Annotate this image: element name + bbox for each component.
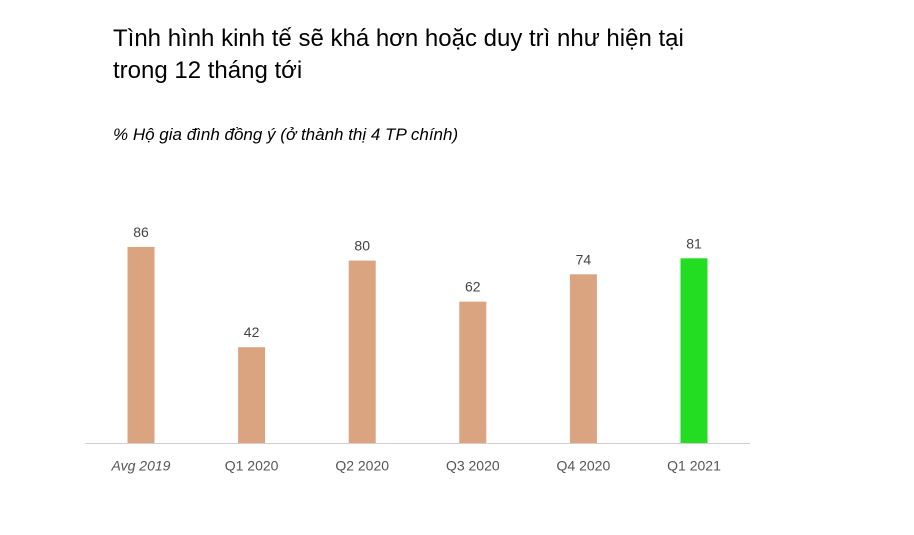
x-tick-label: Q3 2020 xyxy=(446,458,500,474)
value-label: 81 xyxy=(686,235,702,251)
value-label: 80 xyxy=(354,238,370,254)
x-tick-label: Q4 2020 xyxy=(557,458,611,474)
chart-title: Tình hình kinh tế sẽ khá hơn hoặc duy tr… xyxy=(113,25,684,52)
bar xyxy=(127,246,155,443)
x-tick-label: Q1 2021 xyxy=(667,458,721,474)
x-tick-label: Q2 2020 xyxy=(335,458,389,474)
value-label: 74 xyxy=(576,251,592,267)
bar xyxy=(459,301,487,443)
chart-subtitle: % Hộ gia đình đồng ý (ở thành thị 4 TP c… xyxy=(113,125,458,144)
value-label: 86 xyxy=(133,224,149,240)
x-tick-label: Avg 2019 xyxy=(111,458,171,474)
value-label: 42 xyxy=(244,324,260,340)
bar xyxy=(238,347,266,443)
x-tick-label: Q1 2020 xyxy=(225,458,279,474)
bar xyxy=(680,258,708,443)
bar xyxy=(569,274,597,443)
chart-title: trong 12 tháng tới xyxy=(113,57,302,84)
bar xyxy=(348,260,376,443)
value-label: 62 xyxy=(465,279,481,295)
